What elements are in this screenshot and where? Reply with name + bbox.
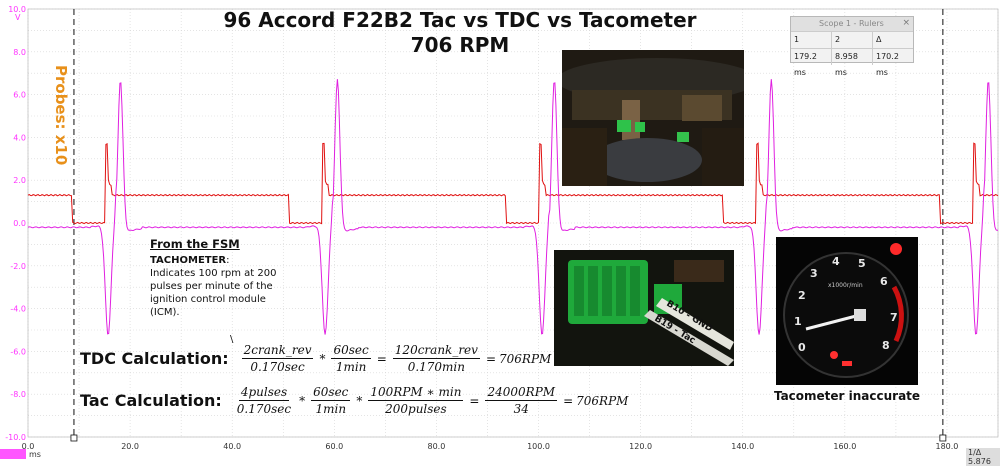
tachometer-caption: Tacometer inaccurate — [773, 389, 921, 403]
x-tick-label: 80.0 — [428, 442, 446, 451]
x-tick-label: 120.0 — [629, 442, 652, 451]
gauge-number-2: 2 — [798, 289, 806, 302]
status-readout: 1/Δ 5.876 — [966, 448, 1000, 466]
y-tick-label: -4.0 — [10, 305, 26, 314]
y-tick-label: 6.0 — [13, 91, 26, 100]
ruler-header-delta: Δ — [872, 32, 913, 48]
tdc-signal-trace — [27, 79, 999, 335]
harness-photo — [557, 50, 757, 186]
connector-photo: B10 - GND B19 - Tac — [554, 250, 734, 366]
gauge-number-1: 1 — [794, 315, 802, 328]
chart-title: 96 Accord F22B2 Tac vs TDC vs Tacometer — [223, 8, 697, 32]
ruler-header-2: 2 — [831, 32, 872, 48]
ruler-value-1: 179.2 ms — [794, 52, 817, 77]
x-tick-label: 100.0 — [527, 442, 550, 451]
fsm-text: Indicates 100 rpm at 200 pulses per minu… — [150, 268, 277, 318]
ruler-header-1: 1 — [794, 35, 800, 44]
chart-subtitle: 706 RPM — [410, 33, 510, 57]
y-tick-label: 0.0 — [13, 219, 26, 228]
x-unit-label: ms — [29, 450, 41, 459]
gauge-number-0: 0 — [798, 341, 806, 354]
gauge-number-3: 3 — [810, 267, 818, 280]
plot-frame — [27, 8, 999, 438]
x-tick-label: 180.0 — [935, 442, 958, 451]
tdc-result: 706RPM — [499, 351, 552, 366]
tdc-calculation: TDC Calculation: 2crank_rev 0.170sec * 60… — [80, 343, 552, 374]
fsm-slash: \ — [230, 334, 234, 345]
y-tick-label: -10.0 — [5, 433, 26, 442]
tac-signal-trace — [27, 142, 999, 225]
ruler-value-delta: 170.2 ms — [872, 49, 913, 77]
ruler-handle — [939, 434, 947, 442]
gauge-number-8: 8 — [882, 339, 890, 352]
ruler-value-2: 8.958 ms — [831, 49, 872, 77]
gauge-number-7: 7 — [890, 311, 898, 324]
tac-result: 706RPM — [576, 393, 629, 408]
tac-calculation: Tac Calculation: 4pulses 0.170sec * 60sec… — [80, 385, 629, 416]
x-tick-label: 40.0 — [223, 442, 241, 451]
y-tick-label: 10.0 — [8, 5, 26, 14]
y-tick-label: -8.0 — [10, 390, 26, 399]
gauge-number-4: 4 — [832, 255, 840, 268]
y-tick-label: -6.0 — [10, 347, 26, 356]
probes-label: Probes: x10 — [52, 65, 70, 166]
y-tick-label: 2.0 — [13, 176, 26, 185]
y-unit-label: V — [15, 13, 21, 22]
x-tick-label: 140.0 — [731, 442, 754, 451]
x-tick-label: 160.0 — [833, 442, 856, 451]
y-tick-label: 8.0 — [13, 48, 26, 57]
ruler-handle — [70, 434, 78, 442]
gauge-number-6: 6 — [880, 275, 888, 288]
x-tick-label: 60.0 — [325, 442, 343, 451]
gauge-unit-label: x1000r/min — [828, 282, 863, 289]
x-tick-label: 20.0 — [121, 442, 139, 451]
channel-indicator[interactable] — [0, 449, 26, 459]
rulers-window-title: Scope 1 - Rulers — [791, 17, 913, 31]
close-icon[interactable]: × — [902, 18, 910, 28]
fsm-term: TACHOMETER — [150, 255, 227, 266]
fsm-note: From the FSM TACHOMETER: Indicates 100 r… — [150, 237, 280, 346]
y-tick-label: 4.0 — [13, 133, 26, 142]
gauge-number-5: 5 — [858, 257, 866, 270]
tdc-calc-label: TDC Calculation: — [80, 349, 229, 368]
x-tick-label: 0.0 — [22, 442, 35, 451]
tac-calc-label: Tac Calculation: — [80, 391, 222, 410]
y-tick-label: -2.0 — [10, 262, 26, 271]
fsm-heading: From the FSM — [150, 237, 240, 251]
tachometer-photo: 0 1 2 3 4 5 6 7 8 x1000r/min — [776, 237, 918, 385]
rulers-window: Scope 1 - Rulers × 1 2 Δ 179.2 ms 8.958 … — [790, 16, 914, 77]
